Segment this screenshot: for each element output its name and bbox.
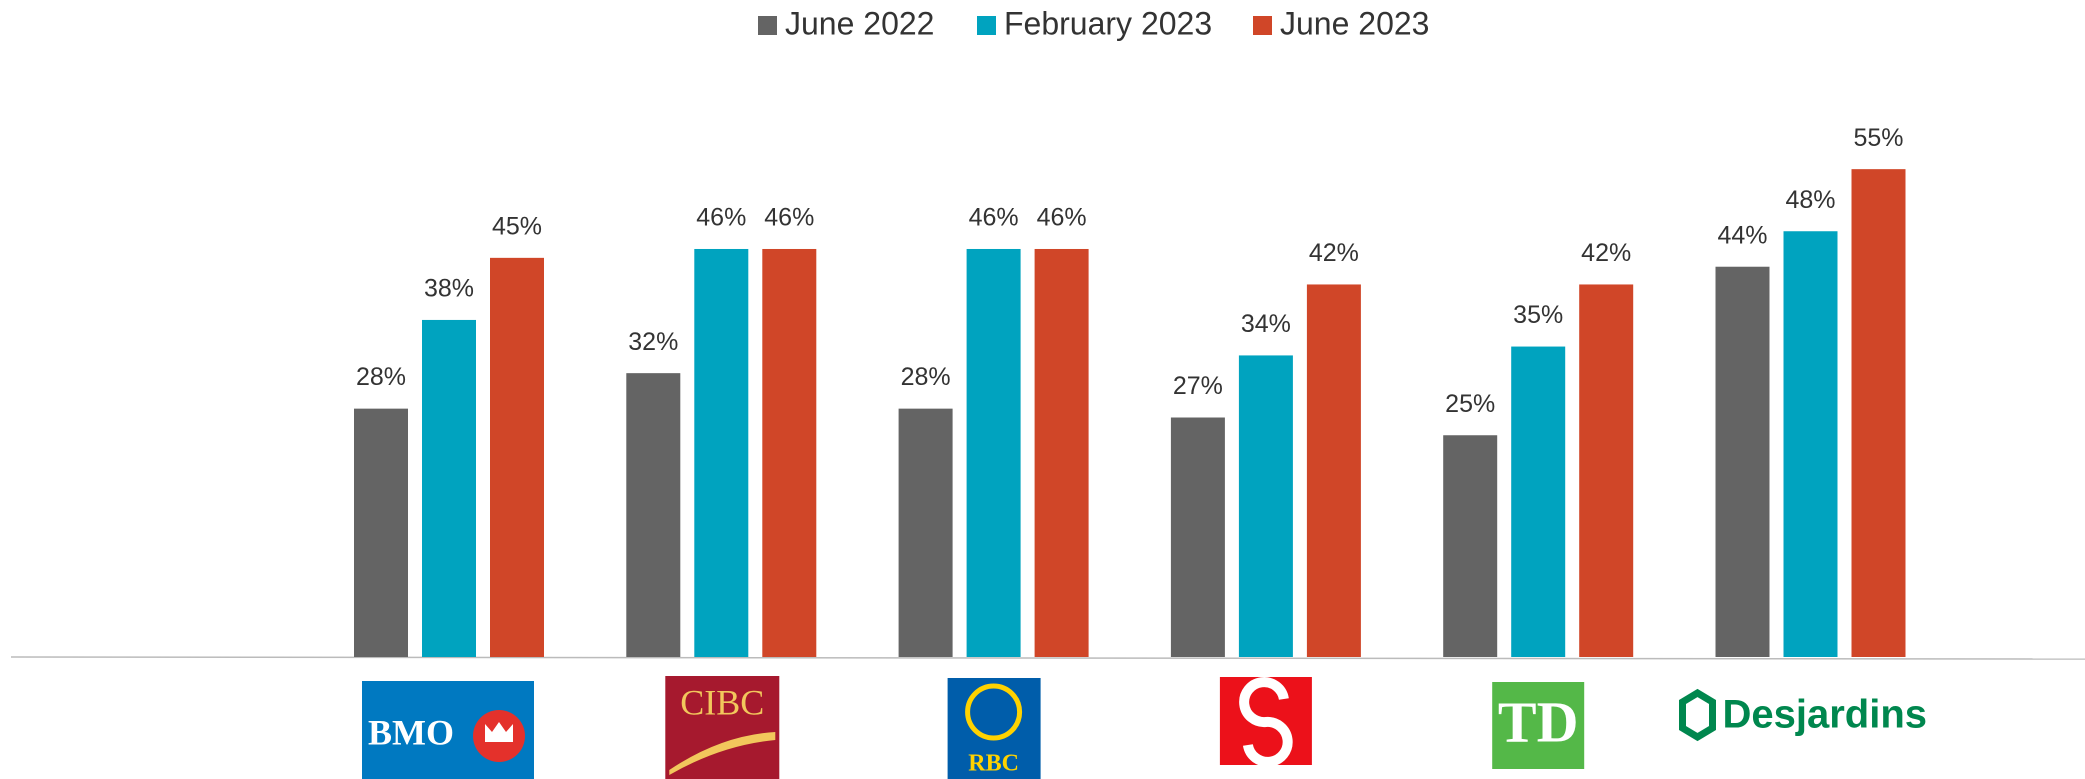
value-label: 55% xyxy=(1853,124,1903,152)
value-label: 32% xyxy=(628,328,678,356)
value-label: 48% xyxy=(1785,186,1835,214)
bar xyxy=(966,248,1021,658)
logo-scotia-s xyxy=(1239,677,1293,767)
bar xyxy=(1443,435,1498,657)
legend-swatch xyxy=(977,16,996,35)
value-label: 46% xyxy=(1037,204,1087,232)
bar xyxy=(490,257,544,657)
bar xyxy=(1579,284,1634,657)
bar xyxy=(1238,355,1293,657)
legend-label: February 2023 xyxy=(1004,5,1212,41)
value-label: 42% xyxy=(1309,239,1359,267)
logo-cibc-swoosh xyxy=(669,732,776,775)
value-label: 46% xyxy=(764,204,814,232)
category-label: Desjardins xyxy=(1723,693,1928,737)
legend-label: June 2023 xyxy=(1280,5,1429,41)
bar xyxy=(1170,417,1225,657)
bar xyxy=(1715,266,1770,657)
value-label: 25% xyxy=(1445,390,1495,418)
bar xyxy=(1783,231,1838,658)
category-label: BMO xyxy=(368,712,454,752)
value-label: 34% xyxy=(1241,310,1291,338)
bar xyxy=(694,248,749,658)
bar xyxy=(1511,346,1566,657)
category-label: CIBC xyxy=(680,682,764,722)
value-label: 27% xyxy=(1173,372,1223,400)
value-label: 28% xyxy=(901,363,951,391)
value-label: 28% xyxy=(356,363,406,391)
bar xyxy=(354,408,408,657)
logo-bmo-icon xyxy=(485,722,513,742)
baseline xyxy=(10,656,2085,660)
bar xyxy=(1306,284,1361,657)
logo-desjardins-hex xyxy=(1679,688,1716,742)
bar xyxy=(762,248,817,658)
value-label: 38% xyxy=(424,275,474,303)
bar xyxy=(1034,248,1089,658)
category-label: TD xyxy=(1498,689,1579,754)
value-label: 46% xyxy=(696,204,746,232)
bar xyxy=(1851,169,1906,657)
bar xyxy=(422,319,476,657)
legend-swatch xyxy=(1253,16,1272,35)
legend-swatch xyxy=(758,16,777,35)
legend-label: June 2022 xyxy=(785,5,934,41)
value-label: 44% xyxy=(1717,221,1767,249)
bar xyxy=(626,373,681,657)
value-label: 35% xyxy=(1513,301,1563,329)
value-label: 42% xyxy=(1581,239,1631,267)
logo-rbc-crest xyxy=(965,683,1023,741)
bar xyxy=(898,408,953,657)
value-label: 45% xyxy=(492,212,542,240)
value-label: 46% xyxy=(969,204,1019,232)
logo-rbc xyxy=(947,678,1041,779)
logo-td xyxy=(1492,682,1585,769)
category-label: RBC xyxy=(968,751,1019,777)
